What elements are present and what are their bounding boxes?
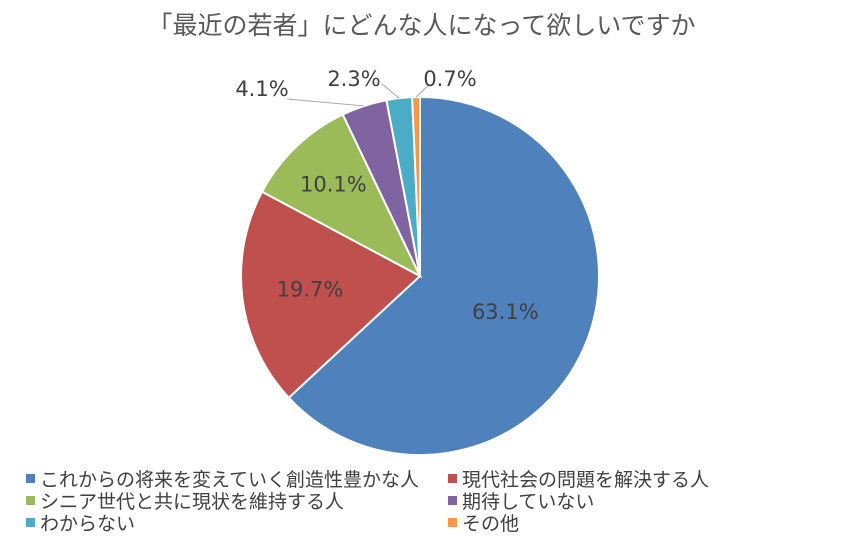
legend-label: 現代社会の問題を解決する人 (462, 469, 710, 491)
leader-line (286, 98, 365, 107)
chart-title: 「最近の若者」にどんな人になって欲しいですか (147, 11, 696, 40)
legend-item-solve: 現代社会の問題を解決する人 (448, 468, 709, 492)
legend-item-creative: これからの将来を変えていく創造性豊かな人 (26, 468, 419, 492)
legend-label: 期待していない (462, 491, 595, 513)
data-label: 2.3% (327, 67, 380, 91)
data-label: 63.1% (472, 300, 539, 324)
legend-label: その他 (462, 513, 520, 535)
legend-item-no-expectation: 期待していない (448, 490, 594, 514)
legend-swatch (26, 474, 35, 483)
pie-slice (260, 113, 423, 279)
pie-chart: 63.1% 19.7% 10.1% 4.1% 2.3% 0.7% (235, 67, 600, 456)
legend-swatch (26, 518, 35, 527)
legend-label: わからない (40, 513, 136, 535)
data-label: 19.7% (277, 277, 344, 301)
pie-slice (240, 190, 422, 400)
legend-item-other: その他 (448, 512, 519, 536)
legend-label: シニア世代と共に現状を維持する人 (40, 491, 345, 513)
legend-swatch (448, 496, 457, 505)
legend-item-unknown: わからない (26, 512, 135, 536)
legend-item-maintain: シニア世代と共に現状を維持する人 (26, 490, 344, 514)
legend-swatch (26, 496, 35, 505)
leader-line (415, 85, 429, 98)
legend-swatch (448, 474, 457, 483)
leader-line (381, 83, 400, 99)
legend-label: これからの将来を変えていく創造性豊かな人 (40, 469, 420, 491)
data-label: 0.7% (423, 67, 476, 91)
data-label: 4.1% (235, 77, 288, 101)
pie-slice (287, 95, 600, 456)
data-label: 10.1% (300, 172, 367, 196)
legend-swatch (448, 518, 457, 527)
